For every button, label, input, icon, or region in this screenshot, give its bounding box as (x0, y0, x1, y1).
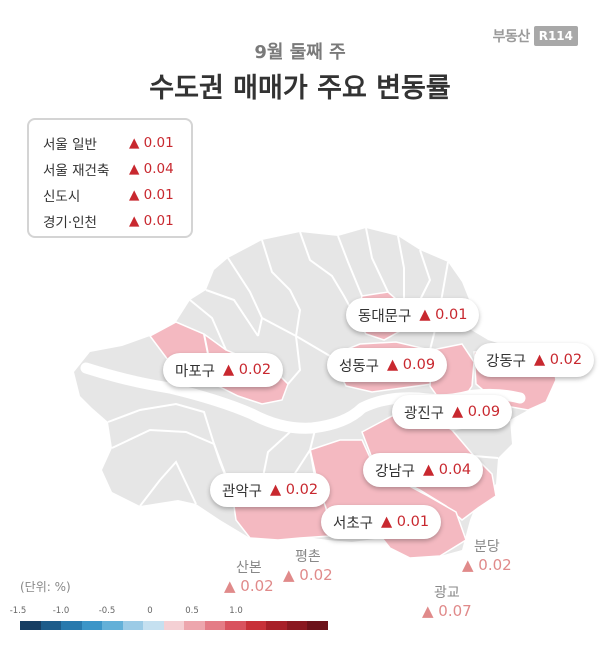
logo-box: R114 (533, 26, 578, 46)
summary-label: 경기·인천 (43, 215, 97, 231)
legend-swatch (286, 621, 307, 630)
district-value: ▲ 0.01 (419, 307, 468, 323)
legend-tick: -1.0 (52, 606, 70, 616)
satellite-value: ▲ 0.02 (462, 556, 512, 574)
legend-swatch (61, 621, 82, 630)
district-name: 강동구 (486, 353, 527, 370)
district-value: ▲ 0.02 (270, 482, 319, 498)
satellite-name: 평촌 (294, 549, 321, 565)
legend-swatch (307, 621, 328, 630)
legend-swatch (102, 621, 123, 630)
summary-value: ▲ 0.01 (129, 187, 174, 203)
legend-swatch (20, 621, 41, 630)
callout-mapo: 마포구 ▲ 0.02 (163, 353, 284, 387)
page-title: 수도권 매매가 주요 변동률 (149, 73, 451, 104)
callout-gangnam: 강남구 ▲ 0.04 (363, 453, 484, 487)
district-value: ▲ 0.02 (223, 362, 272, 378)
legend-swatch (204, 621, 225, 630)
satellite-name: 산본 (235, 560, 262, 576)
legend-tick-labels: -1.5 -1.0 -0.5 0 0.5 1.0 (0, 606, 600, 620)
legend-color-bar (20, 621, 328, 630)
summary-row: 서울 일반 ▲ 0.01 (43, 130, 191, 156)
satellite-value: ▲ 0.02 (283, 566, 333, 584)
satellite-bundang: 분당 ▲ 0.02 (462, 536, 512, 574)
satellite-value: ▲ 0.02 (224, 577, 274, 595)
district-name: 마포구 (175, 363, 216, 380)
legend-swatch (266, 621, 287, 630)
district-value: ▲ 0.09 (387, 357, 436, 373)
legend-tick: -1.5 (9, 606, 27, 616)
district-name: 성동구 (339, 358, 380, 375)
district-value: ▲ 0.09 (452, 404, 501, 420)
legend-swatch (122, 621, 143, 630)
callout-gwangjin: 광진구 ▲ 0.09 (392, 395, 513, 429)
summary-row: 신도시 ▲ 0.01 (43, 182, 191, 208)
district-name: 광진구 (404, 405, 445, 422)
satellite-sanbon: 산본 ▲ 0.02 (224, 557, 274, 595)
legend-tick: 0.5 (185, 606, 199, 616)
district-name: 서초구 (333, 515, 374, 532)
satellite-name: 광교 (433, 585, 460, 601)
callout-gwanak: 관악구 ▲ 0.02 (210, 473, 331, 507)
legend-tick: 0 (147, 606, 153, 616)
legend-tick: -0.5 (98, 606, 116, 616)
district-name: 관악구 (222, 483, 263, 500)
district-value: ▲ 0.01 (381, 514, 430, 530)
district-value: ▲ 0.02 (534, 352, 583, 368)
logo-text: 부동산 (492, 29, 531, 45)
summary-row: 경기·인천 ▲ 0.01 (43, 208, 191, 234)
legend-swatch (245, 621, 266, 630)
summary-label: 서울 일반 (43, 137, 97, 153)
legend-tick: 1.0 (229, 606, 243, 616)
summary-row: 서울 재건축 ▲ 0.04 (43, 156, 191, 182)
legend-swatch (81, 621, 102, 630)
legend-unit: (단위: %) (20, 580, 71, 594)
summary-value: ▲ 0.01 (129, 135, 174, 151)
legend-swatch (143, 621, 164, 630)
satellite-pyeongchon: 평촌 ▲ 0.02 (283, 546, 333, 584)
summary-value: ▲ 0.04 (129, 161, 174, 177)
brand-logo: 부동산 R114 (493, 26, 578, 46)
district-value: ▲ 0.04 (423, 462, 472, 478)
summary-label: 서울 재건축 (43, 163, 110, 179)
legend-swatch (225, 621, 246, 630)
summary-value: ▲ 0.01 (129, 213, 174, 229)
district-name: 동대문구 (358, 308, 412, 325)
summary-box: 서울 일반 ▲ 0.01 서울 재건축 ▲ 0.04 신도시 ▲ 0.01 경기… (27, 118, 193, 238)
legend-swatch (184, 621, 205, 630)
callout-gangdong: 강동구 ▲ 0.02 (474, 343, 595, 377)
callout-seongdong: 성동구 ▲ 0.09 (327, 348, 448, 382)
summary-label: 신도시 (43, 189, 81, 205)
district-name: 강남구 (375, 463, 416, 480)
callout-dongdaemun: 동대문구 ▲ 0.01 (346, 298, 480, 332)
legend-swatch (163, 621, 184, 630)
satellite-gwanggyo: 광교 ▲ 0.07 (422, 582, 472, 620)
page-subtitle: 9월 둘째 주 (254, 42, 346, 63)
legend-swatch (40, 621, 61, 630)
callout-seocho: 서초구 ▲ 0.01 (321, 505, 442, 539)
satellite-value: ▲ 0.07 (422, 602, 472, 620)
satellite-name: 분당 (473, 539, 500, 555)
